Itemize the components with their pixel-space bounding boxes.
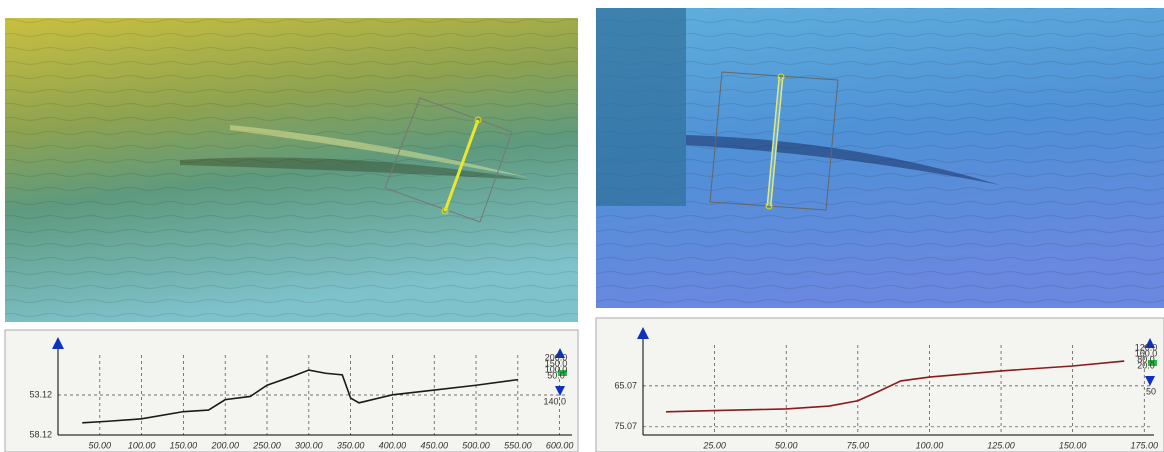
x-tick-label: 200.00 (210, 440, 239, 450)
x-tick-label: 125.00 (987, 440, 1015, 450)
x-tick-label: 150.00 (1059, 440, 1087, 450)
screen: 50.00 100.00 150.00 200.00 250.00 300.00 350.0… (0, 0, 1164, 452)
y-tick-label: 75.07 (614, 421, 637, 431)
x-tick-label: 100.00 (916, 440, 944, 450)
x-tick-label: 75.00 (847, 440, 870, 450)
x-tick-label: 250.00 (252, 440, 281, 450)
scale-label: 140.0 (543, 396, 566, 406)
y-tick-label: 58.12 (29, 429, 52, 439)
x-tick-label: 300.00 (295, 440, 323, 450)
x-tick-label: 450.00 (420, 440, 448, 450)
map-right (596, 8, 1164, 308)
x-tick-label: 100.00 (128, 440, 156, 450)
scale-label: 50 (1146, 386, 1156, 396)
y-tick-label: 53.12 (29, 389, 52, 399)
x-tick-label: 550.00 (504, 440, 532, 450)
x-tick-label: 500.00 (462, 440, 490, 450)
x-tick-label: 400.00 (379, 440, 407, 450)
scale-label: 20.0 (1137, 360, 1155, 370)
x-tick-label: 350.00 (337, 440, 365, 450)
x-tick-label: 50.00 (775, 440, 798, 450)
x-tick-label: 600.00 (546, 440, 574, 450)
x-tick-label: 50.00 (89, 440, 112, 450)
map-left (5, 18, 578, 322)
profile-panel-left (5, 330, 578, 452)
x-tick-label: 175.00 (1131, 440, 1159, 450)
x-tick-label: 25.00 (702, 440, 726, 450)
scale-label: 50.0 (547, 370, 565, 380)
y-tick-label: 65.07 (614, 380, 637, 390)
x-tick-label: 150.00 (170, 440, 198, 450)
profile-panel-right (596, 318, 1164, 452)
